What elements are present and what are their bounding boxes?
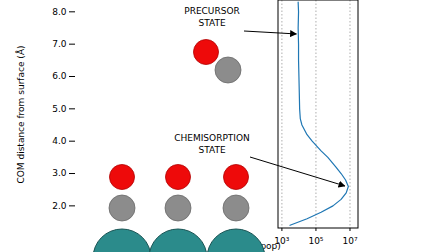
svg-text:2.0: 2.0 (52, 201, 67, 211)
svg-text:10³: 10³ (274, 235, 290, 246)
svg-text:10⁵: 10⁵ (308, 236, 323, 246)
svg-text:4.0: 4.0 (52, 136, 67, 146)
svg-text:CHEMISORPTIONSTATE: CHEMISORPTIONSTATE (174, 133, 250, 155)
svg-text:PRECURSORSTATE: PRECURSORSTATE (184, 6, 240, 28)
svg-text:6.0: 6.0 (52, 71, 67, 81)
svg-text:10⁷: 10⁷ (342, 236, 357, 246)
svg-text:5.0: 5.0 (52, 104, 67, 114)
svg-text:8.0: 8.0 (52, 7, 67, 17)
svg-text:7.0: 7.0 (52, 39, 67, 49)
svg-text:COM distance from surface (Å): COM distance from surface (Å) (15, 45, 26, 183)
svg-text:3.0: 3.0 (52, 168, 67, 178)
